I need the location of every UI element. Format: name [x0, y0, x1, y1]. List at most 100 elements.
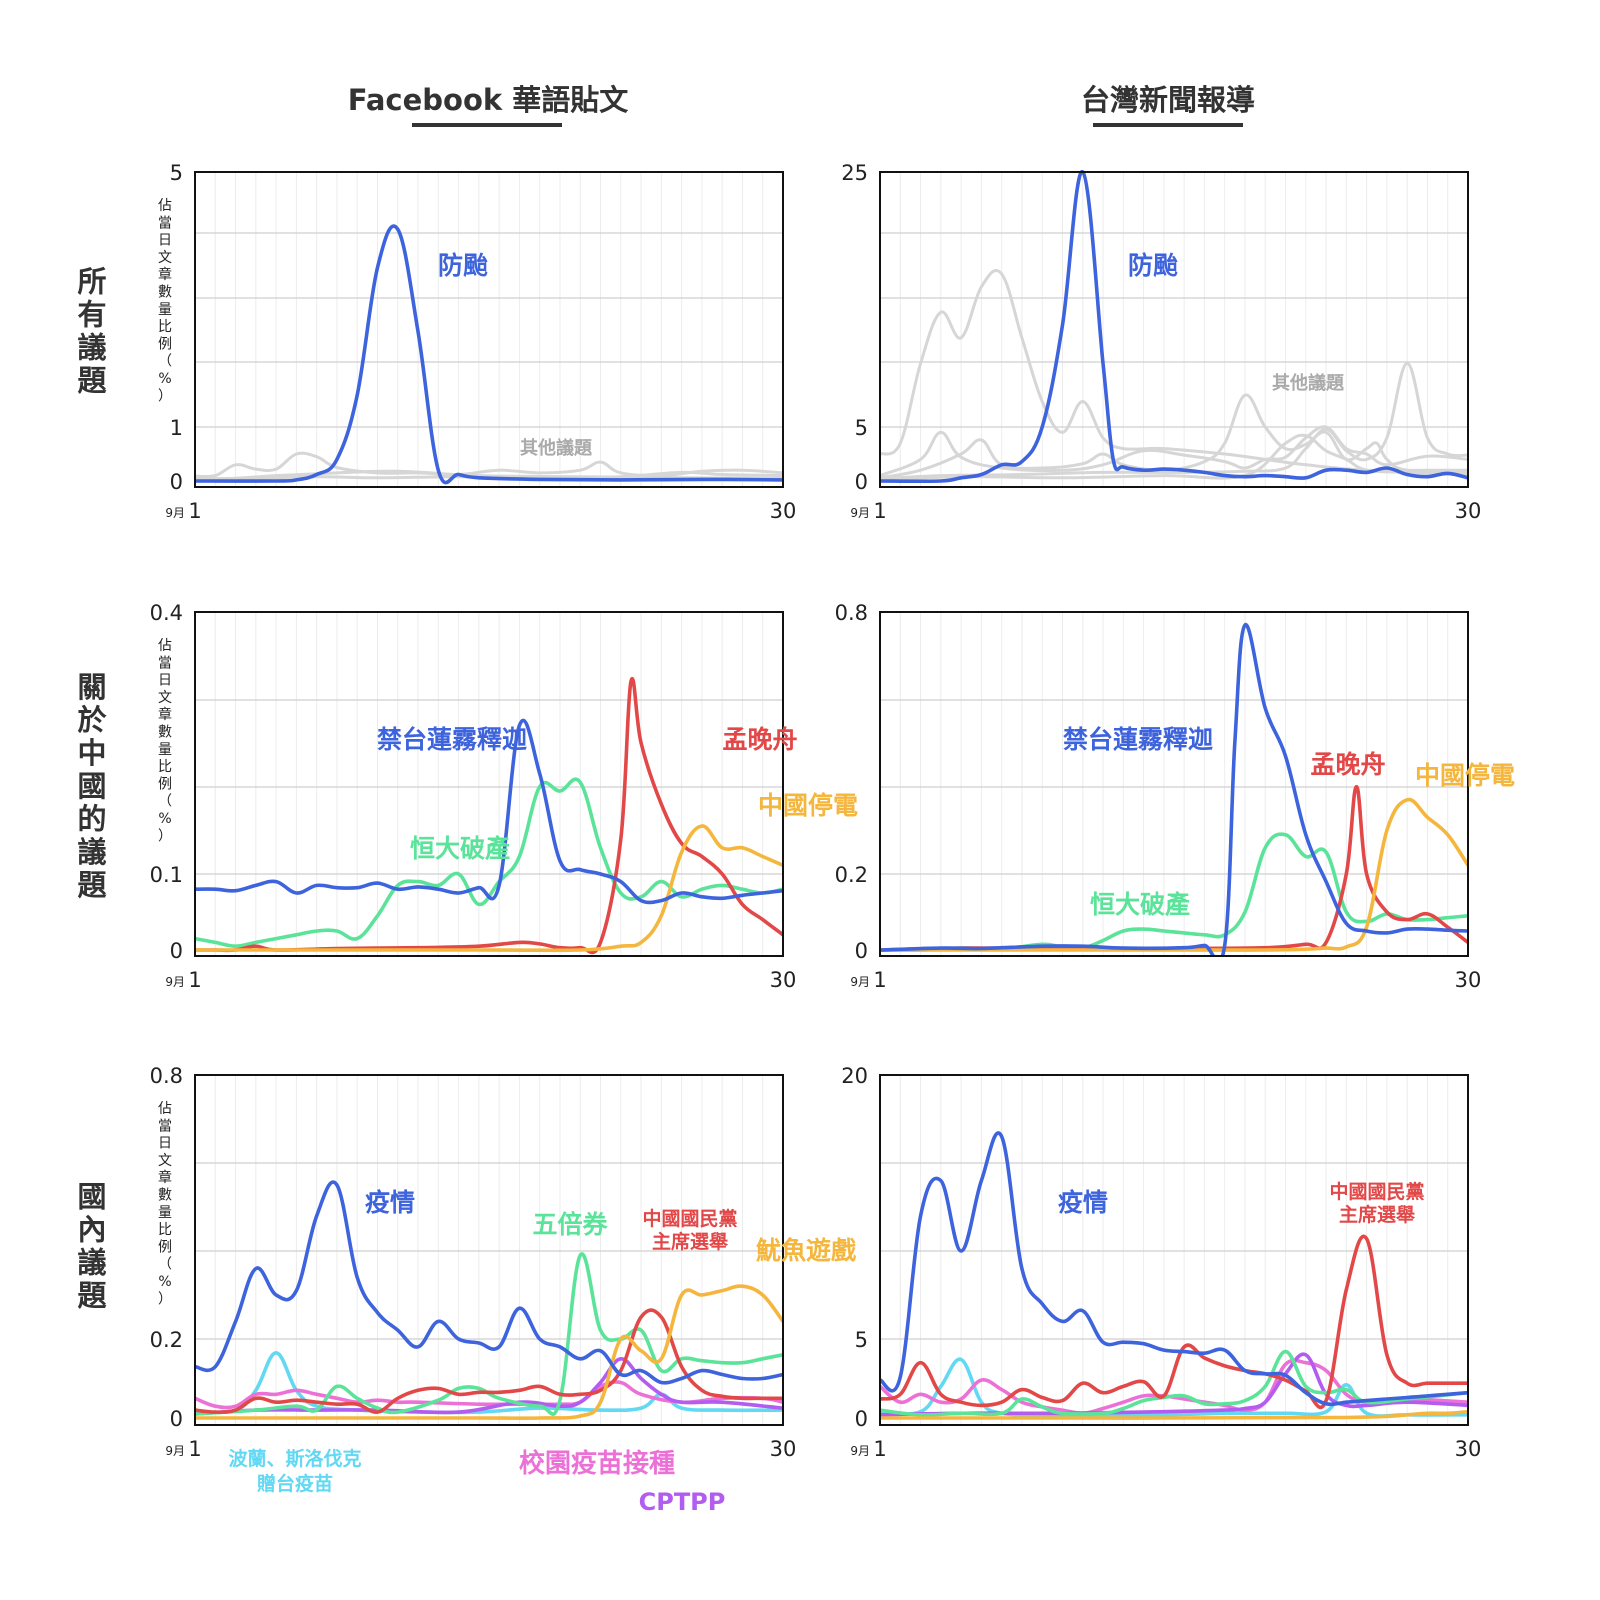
y-axis-label-char: 量	[158, 1205, 172, 1221]
series-annotation: 五倍券	[532, 1210, 608, 1239]
y-axis-label-char: 當	[158, 655, 172, 671]
y-tick-label: 0.8	[150, 1064, 183, 1088]
x-tick-prefix: 9月	[165, 506, 185, 520]
series-line-2	[880, 1352, 1468, 1417]
y-axis-label-char: 數	[158, 285, 172, 301]
series-line-2	[195, 1357, 783, 1416]
series-line-2	[880, 797, 1468, 952]
plot-frame	[194, 171, 784, 488]
series-line-1	[880, 425, 1468, 478]
series-annotation: 中國停電	[1415, 761, 1515, 790]
series-line-1	[195, 1380, 783, 1410]
y-axis-label-char: （	[158, 1257, 172, 1273]
y-axis-label-char: 例	[158, 1239, 172, 1255]
y-axis-label-char: 當	[158, 1118, 172, 1134]
y-tick-label: 0.2	[150, 1328, 183, 1352]
y-tick-label: 0	[855, 470, 868, 494]
row-label-char: 內	[77, 1213, 106, 1247]
row-label-char: 議	[77, 331, 106, 365]
series-line-5	[880, 1409, 1468, 1420]
series-annotation: 中國國民黨	[1329, 1180, 1424, 1203]
label-poland-vaccine-line2: 贈台疫苗	[257, 1472, 333, 1495]
series-annotation: 防颱	[1128, 251, 1178, 280]
y-axis-label-char: 日	[158, 233, 172, 249]
y-axis-label-char: ）	[158, 828, 172, 844]
series-line-3	[195, 1252, 783, 1416]
y-axis-label-char: 當	[158, 215, 172, 231]
series-annotation: 中國國民黨	[642, 1207, 737, 1230]
y-axis-label-char: ）	[158, 1291, 172, 1307]
x-tick-label-end: 30	[1455, 968, 1482, 992]
y-axis-label-char: 章	[158, 266, 172, 283]
header-news-underline	[1093, 123, 1243, 127]
series-line-0	[195, 777, 783, 948]
y-axis-label-char: 文	[158, 1153, 172, 1169]
y-axis-label-char: 章	[158, 1169, 172, 1186]
y-axis-label-char: 佔	[158, 1101, 172, 1117]
series-line-2	[880, 393, 1468, 480]
row-label-char: 所	[77, 265, 106, 299]
y-axis-label-char: 例	[158, 776, 172, 792]
row-label-char: 中	[77, 736, 106, 770]
y-tick-label: 0	[855, 939, 868, 963]
y-tick-label: 0.2	[835, 863, 868, 887]
y-tick-label: 25	[841, 161, 868, 185]
y-axis-label-char: 文	[158, 690, 172, 706]
y-axis-label-char: 佔	[158, 638, 172, 654]
series-line-5	[195, 1284, 783, 1420]
series-line-0	[880, 832, 1468, 952]
x-tick-prefix: 9月	[165, 975, 185, 989]
row-label-char: 議	[77, 835, 106, 869]
series-annotation: 恒大破產	[410, 834, 510, 863]
y-axis-label-char: ）	[158, 388, 172, 404]
row-label-char: 有	[77, 298, 106, 332]
plot-frame	[879, 1074, 1469, 1426]
series-annotation: 孟晚舟	[722, 725, 797, 754]
y-tick-label: 0.8	[835, 601, 868, 625]
x-tick-label-end: 30	[1455, 1437, 1482, 1461]
series-line-5	[880, 170, 1468, 484]
label-cptpp: CPTPP	[639, 1488, 726, 1516]
y-tick-label: 5	[855, 1328, 868, 1352]
y-axis-label-char: 章	[158, 706, 172, 723]
row-label-char: 題	[77, 1279, 107, 1313]
series-annotation: 主席選舉	[652, 1230, 729, 1253]
series-line-4	[195, 1308, 783, 1414]
series-annotation: 孟晚舟	[1310, 750, 1385, 779]
series-annotation: 中國停電	[758, 791, 858, 820]
series-line-3	[195, 718, 783, 905]
y-axis-label-char: 比	[158, 759, 172, 775]
y-tick-label: 5	[170, 161, 183, 185]
row-label-char: 於	[77, 703, 107, 737]
row-label-char: 的	[77, 802, 106, 836]
x-tick-prefix: 9月	[165, 1444, 185, 1458]
header-news: 台灣新聞報導	[1081, 83, 1255, 117]
row-label-char: 國	[77, 1180, 106, 1214]
y-axis-label-char: 量	[158, 742, 172, 758]
plot-frame	[879, 611, 1469, 957]
x-tick-label-end: 30	[1455, 499, 1482, 523]
series-line-6	[195, 1180, 783, 1385]
series-annotation: 其他議題	[1272, 372, 1345, 394]
x-tick-label-end: 30	[770, 968, 797, 992]
series-line-2	[195, 824, 783, 953]
y-axis-label-char: 佔	[158, 198, 172, 214]
series-line-3	[880, 1349, 1468, 1417]
x-tick-label-start: 1	[188, 499, 201, 523]
series-line-4	[880, 1234, 1468, 1410]
series-line-4	[880, 433, 1468, 482]
y-axis-label-char: %	[158, 371, 171, 387]
y-axis-label-char: 例	[158, 336, 172, 352]
series-line-6	[880, 1131, 1468, 1407]
header-facebook: Facebook 華語貼文	[348, 83, 630, 117]
y-tick-label: 0	[170, 1407, 183, 1431]
x-tick-label-end: 30	[770, 499, 797, 523]
series-line-3	[195, 224, 783, 485]
